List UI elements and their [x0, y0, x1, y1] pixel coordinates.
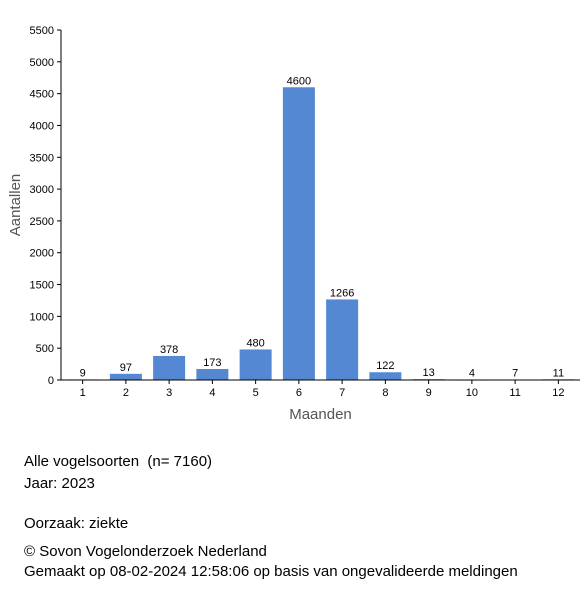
data-label: 1266	[330, 287, 354, 299]
x-tick-label: 6	[296, 387, 302, 399]
bar	[282, 87, 315, 380]
x-tick-label: 2	[123, 387, 129, 399]
x-tick-label: 7	[339, 387, 345, 399]
y-tick-label: 1500	[30, 280, 54, 292]
x-tick-label: 8	[382, 387, 388, 399]
y-tick-label: 4000	[30, 120, 54, 132]
x-tick-label: 9	[426, 387, 432, 399]
y-axis-title: Aantallen	[7, 174, 24, 237]
data-label: 13	[423, 367, 435, 379]
data-label: 173	[203, 357, 221, 369]
bars: 9 97 378 173 480 4600 1266 122 13 4 7 11	[66, 75, 575, 381]
y-axis-ticks: 0 500 1000 1500 2000 2500 3000 3500 4000 4500 5000…	[30, 25, 61, 387]
x-tick-label: 1	[80, 387, 86, 399]
bar-chart: 0 500 1000 1500 2000 2500 3000 3500 4000 4500 5000…	[7, 25, 580, 423]
x-tick-label: 11	[509, 387, 520, 399]
bar	[369, 372, 402, 380]
bar	[109, 373, 142, 380]
bar	[196, 368, 229, 380]
data-label: 4	[469, 368, 475, 380]
data-label: 378	[160, 344, 178, 356]
x-tick-label: 10	[466, 387, 478, 399]
y-tick-label: 3000	[30, 184, 54, 196]
y-tick-label: 500	[36, 343, 54, 355]
generated-text: Gemaakt op 08-02-2024 12:58:06 op basis …	[24, 563, 518, 580]
y-tick-label: 0	[48, 375, 54, 387]
data-label: 9	[80, 367, 86, 379]
data-label: 122	[376, 360, 394, 372]
x-tick-label: 3	[166, 387, 172, 399]
species-count-text: Alle vogelsoorten (n= 7160)	[24, 453, 213, 470]
x-axis-ticks: 1 2 3 4 5 6 7 8 9 10 11 12	[80, 380, 565, 399]
x-tick-label: 4	[209, 387, 215, 399]
y-tick-label: 2500	[30, 216, 54, 228]
data-label: 97	[120, 362, 132, 374]
x-tick-label: 12	[552, 387, 564, 399]
x-axis-title: Maanden	[289, 406, 352, 423]
data-label: 7	[512, 368, 518, 380]
y-tick-label: 5500	[30, 25, 54, 37]
bar	[239, 349, 272, 380]
y-tick-label: 4500	[30, 89, 54, 101]
y-tick-label: 3500	[30, 152, 54, 164]
year-text: Jaar: 2023	[24, 475, 95, 492]
y-tick-label: 1000	[30, 311, 54, 323]
y-tick-label: 2000	[30, 248, 54, 260]
data-label: 11	[553, 367, 564, 379]
copyright-text: © Sovon Vogelonderzoek Nederland	[24, 543, 267, 560]
data-label: 4600	[287, 75, 311, 87]
data-label: 480	[246, 337, 264, 349]
bar	[326, 299, 359, 380]
x-tick-label: 5	[253, 387, 259, 399]
y-tick-label: 5000	[30, 57, 54, 69]
bar	[153, 355, 186, 380]
cause-text: Oorzaak: ziekte	[24, 515, 129, 532]
